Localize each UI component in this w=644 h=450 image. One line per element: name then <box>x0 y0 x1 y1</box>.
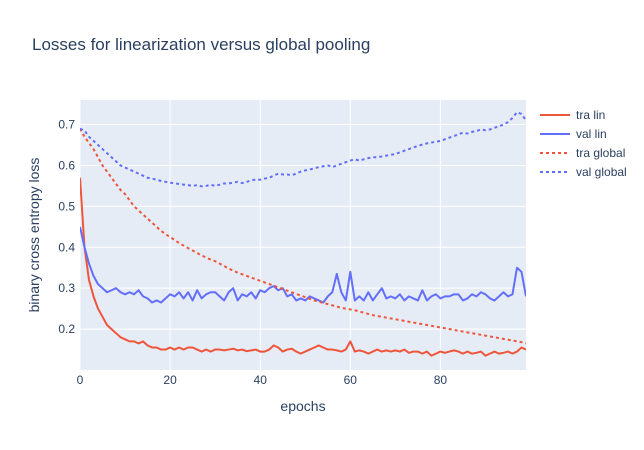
y-tick-label: 0.7 <box>58 118 75 132</box>
legend-label: val lin <box>576 127 607 141</box>
chart-title: Losses for linearization versus global p… <box>32 35 370 54</box>
x-axis-ticks: 0 20 40 60 80 <box>77 373 448 387</box>
series-line-val-global <box>80 111 526 188</box>
legend-item-val-lin[interactable]: val lin <box>540 127 607 141</box>
y-gridlines <box>80 124 526 330</box>
series-line-tra-lin <box>80 177 526 357</box>
y-axis-ticks: 0.2 0.3 0.4 0.5 0.6 0.7 <box>58 118 75 337</box>
legend-label: val global <box>576 165 627 179</box>
legend-label: tra global <box>576 146 625 160</box>
x-axis-title: epochs <box>280 398 325 414</box>
x-tick-label: 20 <box>163 373 177 387</box>
legend-item-tra-lin[interactable]: tra lin <box>540 108 605 122</box>
legend-item-tra-global[interactable]: tra global <box>540 146 625 160</box>
series-lines <box>80 111 526 357</box>
legend[interactable]: tra lin val lin tra global val global <box>540 108 627 179</box>
series-line-val-lin <box>80 226 526 304</box>
x-tick-label: 0 <box>77 373 84 387</box>
y-tick-label: 0.2 <box>58 322 75 336</box>
x-tick-label: 40 <box>254 373 268 387</box>
series-line-tra-global <box>80 128 526 345</box>
x-tick-label: 80 <box>434 373 448 387</box>
x-tick-label: 60 <box>344 373 358 387</box>
y-tick-label: 0.3 <box>58 281 75 295</box>
y-tick-label: 0.6 <box>58 158 75 172</box>
legend-label: tra lin <box>576 108 605 122</box>
x-gridlines <box>79 100 441 370</box>
y-tick-label: 0.5 <box>58 199 75 213</box>
y-axis-title: binary cross entropy loss <box>26 158 42 313</box>
y-tick-label: 0.4 <box>58 240 75 254</box>
legend-item-val-global[interactable]: val global <box>540 165 627 179</box>
plot-area <box>80 100 526 370</box>
